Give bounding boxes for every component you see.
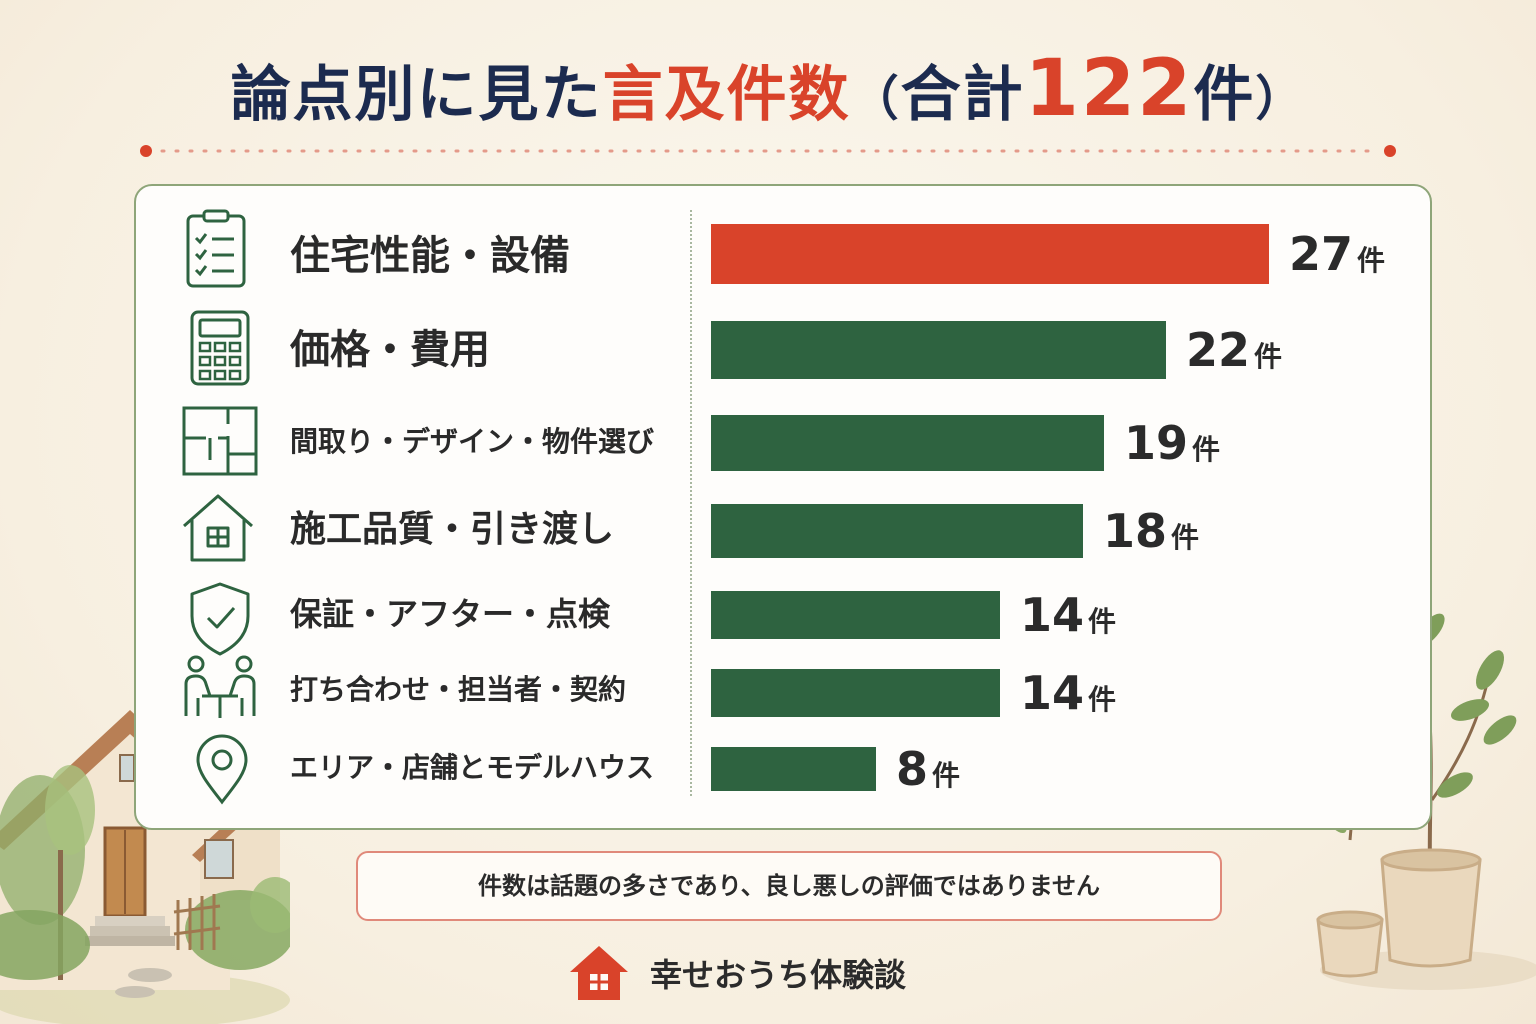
house-icon xyxy=(183,494,253,562)
title-paren-close: ） xyxy=(1255,71,1306,127)
floorplan-icon xyxy=(182,406,258,476)
shield-check-icon xyxy=(190,582,250,656)
bar-value-4-unit: 件 xyxy=(1088,605,1117,638)
category-label-0: 住宅性能・設備 xyxy=(290,233,570,279)
bar-value-5-unit: 件 xyxy=(1088,683,1117,716)
bar-value-6-unit: 件 xyxy=(932,759,961,792)
category-label-3: 施工品質・引き渡し xyxy=(290,509,615,550)
bar-value-6-number: 8 xyxy=(896,742,929,796)
bar-value-0-unit: 件 xyxy=(1357,244,1386,277)
bar-value-3-unit: 件 xyxy=(1171,521,1200,554)
bar-value-5-number: 14 xyxy=(1020,666,1085,720)
bar-value-5: 14 件 xyxy=(1020,663,1116,723)
bar-value-4-number: 14 xyxy=(1020,588,1085,642)
checklist-icon xyxy=(186,209,246,288)
chart-separator xyxy=(690,210,692,796)
title-total-label: 合計 xyxy=(900,60,1025,130)
category-label-2: 間取り・デザイン・物件選び xyxy=(290,425,655,458)
brand: 幸せおうち体験談 xyxy=(568,940,988,1010)
title-total-unit: 件 xyxy=(1193,60,1256,130)
bar-value-3: 18 件 xyxy=(1103,501,1199,561)
category-label-6: エリア・店舗とモデルハウス xyxy=(290,751,655,784)
bar-1 xyxy=(711,321,1166,379)
bar-value-2-unit: 件 xyxy=(1192,433,1221,466)
bar-4 xyxy=(711,591,1000,639)
bar-value-3-number: 18 xyxy=(1103,504,1168,558)
bar-value-4: 14 件 xyxy=(1020,585,1116,645)
bar-6 xyxy=(711,747,876,791)
bar-0 xyxy=(711,224,1269,284)
brand-name: 幸せおうち体験談 xyxy=(650,956,907,994)
location-pin-icon xyxy=(196,734,248,805)
bar-value-2: 19 件 xyxy=(1124,413,1220,473)
house-logo-icon xyxy=(570,946,628,1000)
bar-value-1-unit: 件 xyxy=(1254,340,1283,373)
title-part1: 論点別に見た xyxy=(230,60,603,130)
bar-value-0-number: 27 xyxy=(1289,227,1354,281)
title-paren-open: （ xyxy=(850,71,901,127)
bar-5 xyxy=(711,669,1000,717)
page-title: 論点別に見た言及件数（合計122件） xyxy=(0,44,1536,134)
title-part2: 言及件数 xyxy=(602,60,851,130)
bar-2 xyxy=(711,415,1104,471)
disclaimer-note: 件数は話題の多さであり、良し悪しの評価ではありません xyxy=(356,851,1222,921)
meeting-icon xyxy=(184,655,256,718)
title-total-value: 122 xyxy=(1024,44,1194,134)
category-label-1: 価格・費用 xyxy=(290,327,490,373)
title-divider xyxy=(140,145,1396,157)
bar-value-0: 27 件 xyxy=(1289,224,1385,284)
bar-value-1: 22 件 xyxy=(1186,320,1282,380)
category-label-5: 打ち合わせ・担当者・契約 xyxy=(290,673,627,706)
bar-value-2-number: 19 xyxy=(1124,416,1189,470)
calculator-icon xyxy=(190,310,250,386)
bar-3 xyxy=(711,504,1083,558)
bar-value-1-number: 22 xyxy=(1186,323,1251,377)
category-label-4: 保証・アフター・点検 xyxy=(290,595,611,633)
